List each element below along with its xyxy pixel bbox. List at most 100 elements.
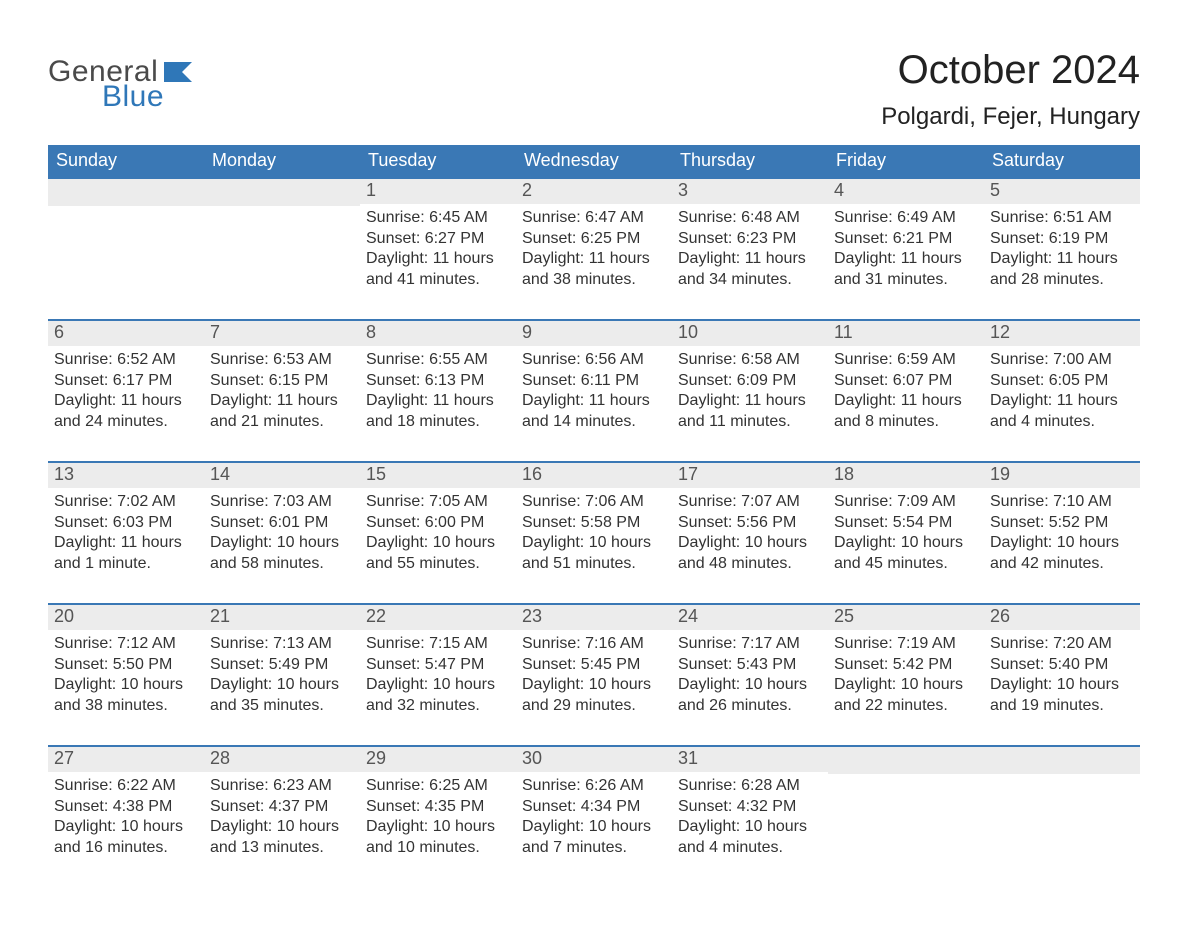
sunset-line: Sunset: 6:27 PM bbox=[366, 229, 510, 250]
day-details: Sunrise: 6:23 AMSunset: 4:37 PMDaylight:… bbox=[204, 772, 360, 887]
day-number: 13 bbox=[48, 463, 204, 488]
sunrise-line: Sunrise: 6:53 AM bbox=[210, 350, 354, 371]
day-of-week-header: Thursday bbox=[672, 145, 828, 178]
day-number: 16 bbox=[516, 463, 672, 488]
day-number: 18 bbox=[828, 463, 984, 488]
calendar-day-cell: 14Sunrise: 7:03 AMSunset: 6:01 PMDayligh… bbox=[204, 462, 360, 604]
month-title: October 2024 bbox=[881, 48, 1140, 93]
day-details: Sunrise: 7:03 AMSunset: 6:01 PMDaylight:… bbox=[204, 488, 360, 603]
sunset-line: Sunset: 4:37 PM bbox=[210, 797, 354, 818]
calendar-page: General Blue October 2024 Polgardi, Feje… bbox=[0, 0, 1188, 927]
daylight-line: Daylight: 10 hours and 42 minutes. bbox=[990, 533, 1134, 575]
day-number: 1 bbox=[360, 179, 516, 204]
day-number: 6 bbox=[48, 321, 204, 346]
day-number: 14 bbox=[204, 463, 360, 488]
calendar-day-cell: 11Sunrise: 6:59 AMSunset: 6:07 PMDayligh… bbox=[828, 320, 984, 462]
day-details: Sunrise: 7:15 AMSunset: 5:47 PMDaylight:… bbox=[360, 630, 516, 745]
calendar-day-cell: 8Sunrise: 6:55 AMSunset: 6:13 PMDaylight… bbox=[360, 320, 516, 462]
day-details: Sunrise: 7:06 AMSunset: 5:58 PMDaylight:… bbox=[516, 488, 672, 603]
calendar-week-row: 1Sunrise: 6:45 AMSunset: 6:27 PMDaylight… bbox=[48, 178, 1140, 320]
day-details: Sunrise: 6:47 AMSunset: 6:25 PMDaylight:… bbox=[516, 204, 672, 319]
day-number: 10 bbox=[672, 321, 828, 346]
sunrise-line: Sunrise: 6:47 AM bbox=[522, 208, 666, 229]
day-details: Sunrise: 6:48 AMSunset: 6:23 PMDaylight:… bbox=[672, 204, 828, 319]
sunrise-line: Sunrise: 7:15 AM bbox=[366, 634, 510, 655]
sunrise-line: Sunrise: 6:28 AM bbox=[678, 776, 822, 797]
sunrise-line: Sunrise: 7:07 AM bbox=[678, 492, 822, 513]
daylight-line: Daylight: 10 hours and 38 minutes. bbox=[54, 675, 198, 717]
daylight-line: Daylight: 11 hours and 4 minutes. bbox=[990, 391, 1134, 433]
day-number: 21 bbox=[204, 605, 360, 630]
calendar-day-cell: 29Sunrise: 6:25 AMSunset: 4:35 PMDayligh… bbox=[360, 746, 516, 887]
day-details: Sunrise: 6:53 AMSunset: 6:15 PMDaylight:… bbox=[204, 346, 360, 461]
sunset-line: Sunset: 6:13 PM bbox=[366, 371, 510, 392]
daylight-line: Daylight: 11 hours and 34 minutes. bbox=[678, 249, 822, 291]
sunrise-line: Sunrise: 7:10 AM bbox=[990, 492, 1134, 513]
sunset-line: Sunset: 5:56 PM bbox=[678, 513, 822, 534]
day-number bbox=[984, 747, 1140, 774]
sunset-line: Sunset: 5:54 PM bbox=[834, 513, 978, 534]
calendar-day-cell: 24Sunrise: 7:17 AMSunset: 5:43 PMDayligh… bbox=[672, 604, 828, 746]
day-details: Sunrise: 6:56 AMSunset: 6:11 PMDaylight:… bbox=[516, 346, 672, 461]
daylight-line: Daylight: 10 hours and 22 minutes. bbox=[834, 675, 978, 717]
calendar-day-cell: 19Sunrise: 7:10 AMSunset: 5:52 PMDayligh… bbox=[984, 462, 1140, 604]
sunrise-line: Sunrise: 6:22 AM bbox=[54, 776, 198, 797]
sunrise-line: Sunrise: 6:58 AM bbox=[678, 350, 822, 371]
sunrise-line: Sunrise: 6:23 AM bbox=[210, 776, 354, 797]
day-details bbox=[828, 774, 984, 886]
day-details: Sunrise: 6:55 AMSunset: 6:13 PMDaylight:… bbox=[360, 346, 516, 461]
day-of-week-header: Sunday bbox=[48, 145, 204, 178]
day-of-week-header: Tuesday bbox=[360, 145, 516, 178]
sunset-line: Sunset: 5:47 PM bbox=[366, 655, 510, 676]
calendar-day-cell bbox=[984, 746, 1140, 887]
calendar-day-cell: 23Sunrise: 7:16 AMSunset: 5:45 PMDayligh… bbox=[516, 604, 672, 746]
sunset-line: Sunset: 6:21 PM bbox=[834, 229, 978, 250]
sunset-line: Sunset: 6:15 PM bbox=[210, 371, 354, 392]
daylight-line: Daylight: 11 hours and 18 minutes. bbox=[366, 391, 510, 433]
day-details: Sunrise: 7:05 AMSunset: 6:00 PMDaylight:… bbox=[360, 488, 516, 603]
daylight-line: Daylight: 10 hours and 19 minutes. bbox=[990, 675, 1134, 717]
daylight-line: Daylight: 10 hours and 58 minutes. bbox=[210, 533, 354, 575]
calendar-day-cell: 5Sunrise: 6:51 AMSunset: 6:19 PMDaylight… bbox=[984, 178, 1140, 320]
day-number: 23 bbox=[516, 605, 672, 630]
sunset-line: Sunset: 6:17 PM bbox=[54, 371, 198, 392]
calendar-day-cell: 12Sunrise: 7:00 AMSunset: 6:05 PMDayligh… bbox=[984, 320, 1140, 462]
calendar-week-row: 27Sunrise: 6:22 AMSunset: 4:38 PMDayligh… bbox=[48, 746, 1140, 887]
sunset-line: Sunset: 5:49 PM bbox=[210, 655, 354, 676]
day-details: Sunrise: 6:59 AMSunset: 6:07 PMDaylight:… bbox=[828, 346, 984, 461]
day-number: 3 bbox=[672, 179, 828, 204]
day-details: Sunrise: 7:17 AMSunset: 5:43 PMDaylight:… bbox=[672, 630, 828, 745]
daylight-line: Daylight: 11 hours and 41 minutes. bbox=[366, 249, 510, 291]
header-right: October 2024 Polgardi, Fejer, Hungary bbox=[881, 48, 1140, 131]
daylight-line: Daylight: 11 hours and 24 minutes. bbox=[54, 391, 198, 433]
calendar-day-cell: 3Sunrise: 6:48 AMSunset: 6:23 PMDaylight… bbox=[672, 178, 828, 320]
day-number: 8 bbox=[360, 321, 516, 346]
daylight-line: Daylight: 11 hours and 8 minutes. bbox=[834, 391, 978, 433]
day-details: Sunrise: 6:22 AMSunset: 4:38 PMDaylight:… bbox=[48, 772, 204, 887]
calendar-day-cell: 16Sunrise: 7:06 AMSunset: 5:58 PMDayligh… bbox=[516, 462, 672, 604]
daylight-line: Daylight: 10 hours and 48 minutes. bbox=[678, 533, 822, 575]
calendar-day-cell: 25Sunrise: 7:19 AMSunset: 5:42 PMDayligh… bbox=[828, 604, 984, 746]
sunset-line: Sunset: 4:32 PM bbox=[678, 797, 822, 818]
sunrise-line: Sunrise: 6:25 AM bbox=[366, 776, 510, 797]
day-number: 4 bbox=[828, 179, 984, 204]
daylight-line: Daylight: 11 hours and 21 minutes. bbox=[210, 391, 354, 433]
day-details: Sunrise: 7:07 AMSunset: 5:56 PMDaylight:… bbox=[672, 488, 828, 603]
daylight-line: Daylight: 11 hours and 11 minutes. bbox=[678, 391, 822, 433]
day-number: 2 bbox=[516, 179, 672, 204]
sunrise-line: Sunrise: 6:56 AM bbox=[522, 350, 666, 371]
sunset-line: Sunset: 6:09 PM bbox=[678, 371, 822, 392]
day-details: Sunrise: 6:52 AMSunset: 6:17 PMDaylight:… bbox=[48, 346, 204, 461]
sunset-line: Sunset: 6:03 PM bbox=[54, 513, 198, 534]
sunset-line: Sunset: 4:38 PM bbox=[54, 797, 198, 818]
location-subtitle: Polgardi, Fejer, Hungary bbox=[881, 103, 1140, 131]
day-number: 29 bbox=[360, 747, 516, 772]
daylight-line: Daylight: 10 hours and 29 minutes. bbox=[522, 675, 666, 717]
sunrise-line: Sunrise: 6:48 AM bbox=[678, 208, 822, 229]
day-details: Sunrise: 6:26 AMSunset: 4:34 PMDaylight:… bbox=[516, 772, 672, 887]
daylight-line: Daylight: 10 hours and 45 minutes. bbox=[834, 533, 978, 575]
day-number: 31 bbox=[672, 747, 828, 772]
day-details: Sunrise: 6:58 AMSunset: 6:09 PMDaylight:… bbox=[672, 346, 828, 461]
day-details bbox=[984, 774, 1140, 886]
sunset-line: Sunset: 6:00 PM bbox=[366, 513, 510, 534]
